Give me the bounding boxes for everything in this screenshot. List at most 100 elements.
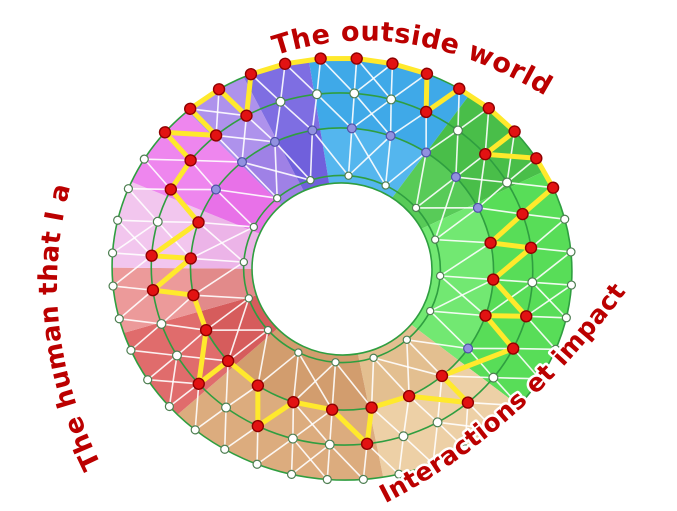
mesh-edge [170,188,216,191]
mesh-edge [531,281,567,319]
path-node [212,83,226,96]
path-node [184,102,197,116]
mesh-node [551,344,561,354]
mesh-edge [320,58,355,94]
mesh-edge [197,221,245,263]
mesh-edge [225,384,259,409]
mesh-edge [441,375,494,379]
mesh-edge [406,339,410,397]
mesh-node [488,372,499,383]
mesh-edge [432,422,439,464]
mesh-edge [398,436,405,475]
mesh-edge [351,93,356,129]
mesh-node [489,424,499,434]
mesh-node [432,417,443,428]
mesh-node [472,202,483,213]
highlight-path-edge [406,393,471,406]
path-node [365,401,378,414]
mesh-edge [257,351,299,387]
mesh-node [411,203,421,213]
mesh-node [156,318,167,329]
mesh-edge [439,275,487,317]
mesh-node [324,439,335,450]
path-node [325,403,339,416]
mesh-node [421,147,432,158]
mesh-node [263,325,273,335]
path-node [164,183,178,196]
mesh-node [139,154,149,164]
mesh-edge [429,310,469,350]
mesh-node [331,358,340,367]
mesh-edge [112,255,153,287]
mesh-edge [351,98,392,129]
mesh-edge [311,94,318,131]
mesh-edge [309,130,314,181]
donut-mesh [107,52,577,485]
mesh-edge [144,158,191,162]
mesh-edge [492,377,520,407]
mesh-edge [147,378,199,385]
mesh-node [502,177,513,188]
path-node [184,154,197,167]
mesh-edge [206,329,268,331]
path-node [453,82,466,95]
mesh-edge [279,101,313,131]
sector-salmon-light-inner [190,268,257,312]
highlight-path-edge [149,219,202,259]
mesh-edge [274,141,278,199]
mesh-edge [385,151,427,187]
mesh-edge [128,187,171,191]
mesh-edge [434,207,479,241]
mesh-edge [161,323,207,331]
mesh-edge [425,111,427,153]
mesh-node [561,313,571,323]
sector-blue [308,57,470,153]
path-node [530,152,543,165]
mesh-edge [506,157,537,184]
mesh-node [527,277,538,288]
path-node [192,216,205,229]
mesh-edge [384,135,392,186]
mesh-edge [455,130,459,178]
mesh-edge [190,257,244,263]
highlight-path-edge [196,327,209,387]
mesh-edge [292,352,300,403]
path-node [145,249,158,262]
path-node [192,377,205,390]
mesh-edge [117,219,153,257]
mesh-edge [512,348,541,380]
mesh-node [164,401,174,412]
mesh-edge [406,339,469,350]
path-node [402,389,416,403]
mesh-edge [245,115,276,143]
mesh-edge [506,181,554,189]
sector-tan [177,366,384,481]
highlight-path-edge [423,86,462,115]
mesh-node [566,280,577,290]
sector-green-light-inner [411,203,494,361]
mesh-edge [215,188,278,199]
highlight-path-edge [488,211,526,246]
path-node [199,323,213,337]
ring-line [251,182,433,356]
path-node [251,419,265,433]
mesh-edge [143,158,172,190]
mesh-node [272,194,282,203]
mesh-edge [526,315,567,319]
mesh-edge [525,315,557,350]
mesh-node [358,474,368,485]
mesh-edge [493,376,540,380]
highlight-path-edge [490,277,529,319]
mesh-node [560,214,570,224]
mesh-edge [366,443,400,475]
mesh-node [535,374,545,384]
path-node [314,52,327,65]
mesh-edge [227,329,269,362]
mesh-node [450,172,461,183]
path-node [240,109,253,122]
mesh-edge [241,161,278,199]
highlight-path-edge [150,287,196,298]
path-node [479,148,492,161]
mesh-edge [532,281,572,286]
